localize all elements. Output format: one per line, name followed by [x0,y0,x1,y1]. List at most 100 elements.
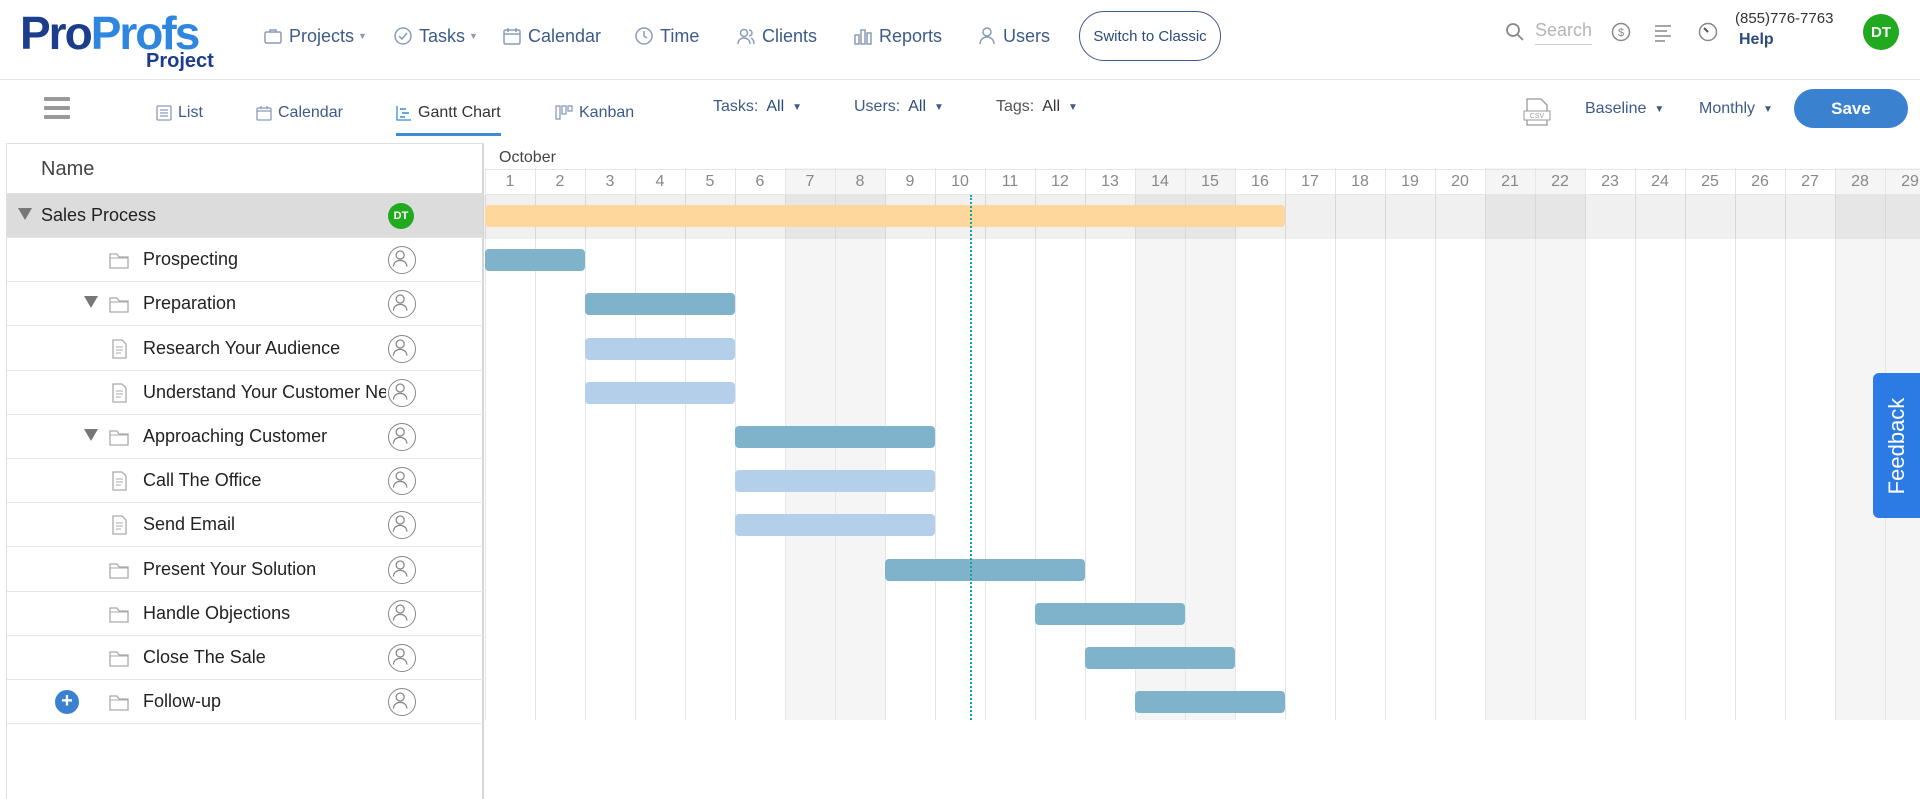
nav-tasks[interactable]: Tasks ▼ [393,22,478,50]
assign-user-icon[interactable] [388,688,416,717]
tab-list[interactable]: List [156,98,203,128]
day-column [1635,168,1685,720]
add-task-button[interactable]: + [55,690,79,715]
assign-user-icon[interactable] [388,246,416,275]
hamburger-menu-icon[interactable] [44,97,70,119]
task-bar[interactable] [1035,602,1185,625]
task-name[interactable]: Handle Objections [143,602,291,623]
task-name[interactable]: Prospecting [143,249,239,270]
day-number: 3 [585,169,635,195]
project-summary-bar[interactable] [485,205,1285,227]
task-name[interactable]: Preparation [143,293,237,314]
tab-kanban[interactable]: Kanban [555,98,634,128]
nav-projects[interactable]: Projects ▼ [263,22,367,50]
task-name[interactable]: Present Your Solution [143,558,317,579]
task-row[interactable]: Preparation [7,282,483,327]
tags-filter-value: All [1042,98,1061,115]
task-name[interactable]: Close The Sale [143,647,266,667]
user-icon [979,27,995,45]
timer-icon[interactable] [1697,21,1719,43]
csv-export-icon[interactable]: CSV [1523,97,1551,127]
task-bar[interactable] [735,426,935,448]
assign-user-icon[interactable] [388,511,416,540]
baseline-label: Baseline [1585,100,1647,117]
assign-user-icon[interactable] [388,644,416,672]
nav-clients[interactable]: Clients [736,22,817,50]
folder-icon [108,293,130,315]
nav-users[interactable]: Users [977,22,1050,50]
tags-filter[interactable]: Tags: All ▼ [996,98,1078,116]
task-bar[interactable] [885,558,1085,581]
task-row[interactable]: Call The Office [7,459,483,504]
task-bar[interactable] [1085,647,1235,669]
search-box[interactable]: Search [1505,18,1595,48]
tab-gantt-chart[interactable]: Gantt Chart [396,98,501,136]
assign-user-icon[interactable] [388,290,416,319]
task-bar[interactable] [735,514,935,537]
activity-feed-icon[interactable] [1652,21,1674,43]
task-name[interactable]: Research Your Audience [143,337,341,358]
gantt-chart-area: October 1 2 3 4 5 6 7 8 9 10 11 12 13 14 15 16 17 18 19 20 2… [484,143,1920,799]
assign-user-icon[interactable] [388,467,416,496]
task-name[interactable]: Understand Your Customer Needs [143,381,386,402]
task-name[interactable]: Call The Office [143,470,262,491]
task-row[interactable]: Approaching Customer [7,415,483,459]
day-number: 23 [1585,169,1635,195]
document-icon [108,382,130,404]
task-bar[interactable] [585,381,735,404]
task-name[interactable]: Send Email [143,514,236,535]
task-name[interactable]: Approaching Customer [143,426,328,446]
assign-user-icon[interactable] [388,599,416,628]
project-row[interactable]: Sales Process DT [7,194,483,238]
collapse-triangle-icon[interactable] [18,208,32,220]
feedback-tab[interactable]: Feedback [1873,373,1920,518]
assign-user-icon[interactable] [388,334,416,363]
assign-user-icon[interactable] [388,555,416,584]
nav-time[interactable]: Time [634,22,699,50]
collapse-triangle-icon[interactable] [84,429,98,441]
search-input[interactable]: Search [1535,20,1593,45]
users-filter[interactable]: Users: All ▼ [854,98,944,116]
view-toolbar: List Calendar Gantt Chart Kanban Tasks: … [0,81,1920,143]
assign-user-icon[interactable] [388,423,416,451]
task-row[interactable]: Close The Sale [7,636,483,680]
tasks-filter[interactable]: Tasks: All ▼ [713,98,802,116]
day-column [1085,168,1135,720]
task-row[interactable]: Handle Objections [7,592,483,636]
day-number: 11 [985,169,1035,195]
proprofs-logo[interactable]: ProProfs Project [20,8,220,74]
today-marker-line [970,195,972,720]
monthly-dropdown[interactable]: Monthly ▼ [1699,100,1773,118]
task-name[interactable]: Follow-up [143,691,222,712]
assign-user-icon[interactable] [388,378,416,407]
dollar-icon[interactable]: $ [1610,21,1632,43]
task-row[interactable]: Understand Your Customer Needs [7,371,483,415]
user-avatar[interactable]: DT [1863,14,1899,50]
tab-kanban-label: Kanban [579,104,635,121]
tab-calendar[interactable]: Calendar [256,98,343,128]
save-button[interactable]: Save [1794,89,1908,128]
task-row[interactable]: Present Your Solution [7,548,483,592]
baseline-dropdown[interactable]: Baseline ▼ [1585,100,1664,118]
nav-reports[interactable]: Reports [853,22,942,50]
task-bar[interactable] [585,337,735,360]
day-column [1235,168,1285,720]
task-bar[interactable] [485,249,585,272]
task-bar[interactable] [585,293,735,316]
document-icon [108,514,130,536]
task-row[interactable]: Research Your Audience [7,327,483,371]
task-bar[interactable] [735,470,935,493]
nav-calendar[interactable]: Calendar [502,22,601,50]
help-link[interactable]: Help [1739,31,1774,48]
task-bar[interactable] [1135,691,1285,714]
task-name[interactable]: Sales Process [41,205,157,225]
list-icon [156,105,172,121]
assignee-avatar[interactable]: DT [388,203,414,229]
switch-to-classic-button[interactable]: Switch to Classic [1079,11,1221,61]
task-row[interactable]: Send Email [7,503,483,548]
collapse-triangle-icon[interactable] [84,296,98,309]
day-column [1185,168,1235,720]
task-row[interactable]: + Follow-up [7,680,483,725]
task-row[interactable]: Prospecting [7,238,483,283]
day-number: 20 [1435,169,1485,195]
